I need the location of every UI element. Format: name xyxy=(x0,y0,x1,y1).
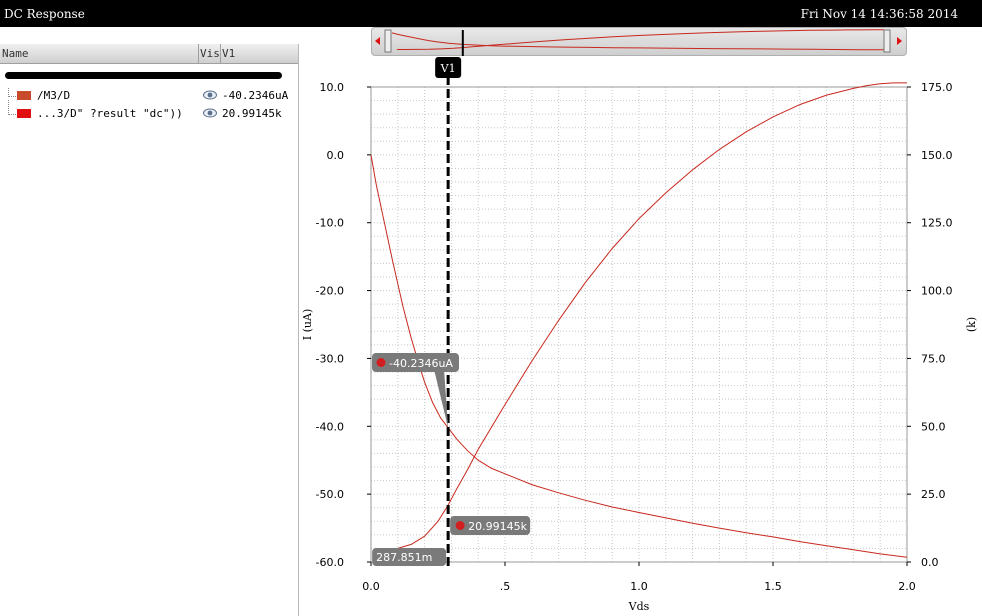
trace-color-swatch[interactable] xyxy=(17,91,31,100)
y2-tick-label: 75.0 xyxy=(921,352,946,365)
x-tick-label: 1.5 xyxy=(764,580,782,593)
chart-grid xyxy=(370,86,908,563)
trace-table-header: Name Vis V1 xyxy=(0,44,298,64)
y2-axis-label: (k) xyxy=(965,317,978,332)
overview-navigator[interactable] xyxy=(371,27,907,56)
x-tick-label: 0.0 xyxy=(362,580,380,593)
column-header-v1[interactable]: V1 xyxy=(222,47,236,60)
cursor-x-readout-box xyxy=(372,548,447,566)
trace-name: /M3/D xyxy=(37,89,71,102)
y-tick-label: -60.0 xyxy=(316,556,344,569)
y-tick-label: 10.0 xyxy=(320,81,345,94)
navigator-right-arrow-icon xyxy=(897,37,902,45)
visibility-eye-icon[interactable] xyxy=(203,107,217,119)
series-layer xyxy=(370,82,908,558)
x-tick-label: 1.0 xyxy=(630,580,648,593)
y-tick-label: -10.0 xyxy=(316,217,344,230)
x-tick-label: .5 xyxy=(500,580,511,593)
annotation-label: -40.2346uA xyxy=(389,357,453,370)
tree-connector xyxy=(8,88,18,97)
series-line-0 xyxy=(370,154,908,558)
annotation-box xyxy=(450,516,531,535)
tree-connector xyxy=(8,100,18,115)
navigator-left-arrow-icon xyxy=(375,37,380,45)
annotation-box xyxy=(372,353,459,372)
y-tick-label: -50.0 xyxy=(316,488,344,501)
y2-tick-label: 100.0 xyxy=(921,285,953,298)
column-separator[interactable] xyxy=(220,44,221,63)
y2-tick-label: 150.0 xyxy=(921,149,953,162)
navigator-series-0 xyxy=(391,32,885,51)
x-axis-label: Vds xyxy=(628,600,650,613)
title-bar: DC Response Fri Nov 14 14:36:58 2014 xyxy=(0,0,982,27)
annotation-dot xyxy=(376,358,386,367)
trace-row[interactable]: ...3/D" ?result "dc")) 20.99145k xyxy=(0,100,298,122)
navigator-left-handle xyxy=(384,29,392,53)
y-axis-label: I (uA) xyxy=(301,309,314,340)
annotation-dot xyxy=(455,521,465,530)
y-tick-label: 0.0 xyxy=(327,149,345,162)
cursor-v1-tag xyxy=(435,57,462,78)
column-header-vis[interactable]: Vis xyxy=(200,47,220,60)
trace-name: ...3/D" ?result "dc")) xyxy=(37,107,183,120)
y-tick-label: -30.0 xyxy=(316,352,344,365)
trace-cursor-value: 20.99145k xyxy=(222,107,282,120)
window-datetime: Fri Nov 14 14:36:58 2014 xyxy=(800,7,958,21)
y2-tick-label: 50.0 xyxy=(921,420,946,433)
cursor-x-readout: 287.851m xyxy=(376,551,432,564)
cursor-v1-label: V1 xyxy=(440,62,456,75)
window-title: DC Response xyxy=(4,7,85,21)
y2-tick-label: 175.0 xyxy=(921,81,953,94)
annotation-pointer xyxy=(432,361,449,428)
navigator-series-1 xyxy=(396,29,884,50)
column-header-name[interactable]: Name xyxy=(2,47,29,60)
panel-group-bar xyxy=(5,72,282,79)
y2-tick-label: 0.0 xyxy=(921,556,939,569)
navigator-right-handle xyxy=(883,29,891,53)
y-tick-label: -40.0 xyxy=(316,420,344,433)
y-tick-label: -20.0 xyxy=(316,285,344,298)
y2-tick-label: 25.0 xyxy=(921,488,946,501)
trace-color-swatch[interactable] xyxy=(17,109,31,118)
y-axis-left: 10.0 0.0 -10.0 -20.0 -30.0 -40.0 -50.0 -60.0 xyxy=(316,81,371,569)
column-separator[interactable] xyxy=(198,44,199,63)
x-tick-label: 2.0 xyxy=(898,580,916,593)
trace-row[interactable]: /M3/D -40.2346uA xyxy=(0,88,298,104)
x-axis: 0.0 .5 1.0 1.5 2.0 xyxy=(362,562,916,593)
y2-tick-label: 125.0 xyxy=(921,217,953,230)
cursor-layer: V1 287.851m -40.2346uA 20.99145k xyxy=(372,57,531,568)
annotation-label: 20.99145k xyxy=(468,520,527,533)
series-line-1 xyxy=(376,82,907,552)
trace-cursor-value: -40.2346uA xyxy=(222,89,289,102)
trace-panel: Name Vis V1 /M3/D -40.2346uA ...3/D" ?re… xyxy=(0,44,299,616)
visibility-eye-icon[interactable] xyxy=(203,89,217,101)
navigator-layer xyxy=(375,29,902,56)
y-axis-right: 175.0 150.0 125.0 100.0 75.0 50.0 25.0 0.0 xyxy=(907,81,953,569)
